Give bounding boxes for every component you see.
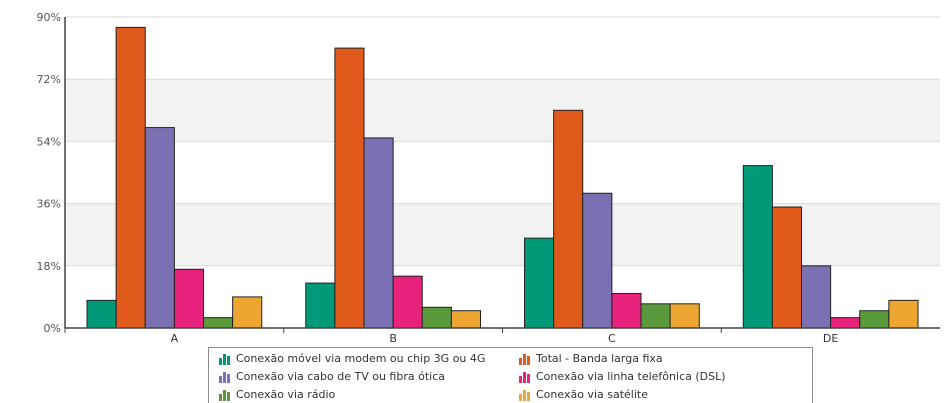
bar-chart: 0% 18% 36% 54% 72% 90% A B C DE	[37, 11, 940, 345]
y-tick-label: 54%	[37, 135, 61, 148]
axes	[64, 17, 940, 333]
legend-label: Conexão via linha telefônica (DSL)	[536, 370, 726, 383]
bar	[86, 299, 117, 329]
bar	[305, 282, 336, 329]
x-tick-label: C	[608, 332, 616, 345]
grid-band	[65, 79, 940, 142]
x-tick-label: DE	[823, 332, 838, 345]
bar	[553, 109, 584, 329]
y-tick-label: 90%	[37, 11, 61, 24]
bar	[232, 296, 263, 329]
bar	[203, 317, 234, 329]
legend-label: Conexão via satélite	[536, 388, 648, 401]
y-tick-label: 18%	[37, 260, 61, 273]
bar	[830, 317, 861, 329]
legend-item: Conexão via cabo de TV ou fibra ótica	[219, 369, 445, 385]
bar	[421, 306, 452, 329]
bar	[524, 237, 555, 329]
bar	[392, 275, 423, 329]
bar	[742, 165, 773, 329]
grid-bands	[65, 79, 940, 266]
bar	[450, 310, 481, 329]
legend-label: Conexão móvel via modem ou chip 3G ou 4G	[236, 352, 486, 365]
y-tick-label: 0%	[44, 322, 61, 335]
bar-chart-icon	[519, 390, 530, 401]
bar	[611, 292, 642, 329]
bar-chart-icon	[219, 372, 230, 383]
bar	[640, 303, 671, 329]
bar	[115, 26, 146, 329]
legend-label: Conexão via cabo de TV ou fibra ótica	[236, 370, 445, 383]
y-tick-label: 36%	[37, 198, 61, 211]
legend-item: Conexão móvel via modem ou chip 3G ou 4G	[219, 351, 485, 367]
legend-item: Conexão via satélite	[519, 387, 648, 403]
x-tick-label: B	[389, 332, 397, 345]
grid-band	[65, 203, 940, 266]
bar	[173, 268, 204, 329]
y-axis-ticks: 0% 18% 36% 54% 72% 90%	[37, 11, 61, 335]
bar	[801, 265, 832, 329]
bars	[86, 26, 919, 329]
bar-chart-icon	[219, 354, 230, 365]
bar	[363, 137, 394, 329]
legend-label: Total - Banda larga fixa	[536, 352, 663, 365]
bar-chart-icon	[519, 354, 530, 365]
legend-item: Total - Banda larga fixa	[519, 351, 663, 367]
bar	[334, 47, 365, 329]
bar-chart-icon	[219, 390, 230, 401]
legend: Conexão móvel via modem ou chip 3G ou 4G…	[208, 347, 813, 403]
bar	[859, 310, 890, 329]
bar	[582, 192, 613, 329]
bar	[771, 206, 802, 329]
x-axis-labels: A B C DE	[171, 332, 839, 345]
bar	[144, 127, 175, 329]
y-tick-label: 72%	[37, 73, 61, 86]
bar	[888, 299, 919, 329]
x-tick-label: A	[171, 332, 179, 345]
bar-chart-icon	[519, 372, 530, 383]
legend-item: Conexão via linha telefônica (DSL)	[519, 369, 726, 385]
bar	[669, 303, 700, 329]
legend-label: Conexão via rádio	[236, 388, 336, 401]
legend-item: Conexão via rádio	[219, 387, 335, 403]
